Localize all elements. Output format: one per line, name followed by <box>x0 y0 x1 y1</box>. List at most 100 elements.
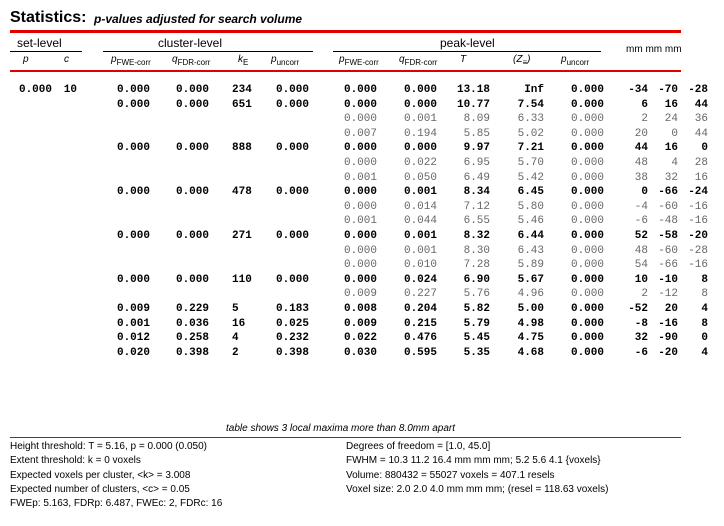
cell-cluster-pfwe: 0.000 <box>116 142 150 155</box>
cell-peak-pfwe: 0.008 <box>343 303 377 315</box>
cell-peak-pfwe: 0.000 <box>343 142 377 155</box>
cell-cluster-pfwe: 0.001 <box>116 317 150 330</box>
cell-cluster-qfdr: 0.000 <box>175 230 209 242</box>
cell-peak-pfwe: 0.000 <box>343 244 377 257</box>
cell-peak-qfdr: 0.001 <box>403 230 437 242</box>
col-cluster-puncorr: puncorr <box>271 54 300 67</box>
footer-right-line: Volume: 880432 = 55027 voxels = 407.1 re… <box>346 469 555 481</box>
cell-cluster-ke: 5 <box>232 303 239 315</box>
footer-rule <box>10 437 681 438</box>
cell-peak-qfdr: 0.001 <box>403 113 437 126</box>
cell-cluster-ke: 234 <box>232 84 252 96</box>
cell-peak-qfdr: 0.215 <box>403 317 437 330</box>
cell-peak-qfdr: 0.050 <box>403 171 437 184</box>
cell-peak-pfwe: 0.022 <box>343 332 377 345</box>
cell-peak-qfdr: 0.194 <box>403 127 437 140</box>
cluster-level-header: cluster-level <box>158 36 223 50</box>
cell-cluster-pfwe: 0.000 <box>116 98 150 111</box>
col-peak-z: (Z≡) <box>513 54 531 67</box>
cell-peak-qfdr: 0.001 <box>403 186 437 199</box>
cell-x: 38 <box>634 171 648 184</box>
cell-peak-qfdr: 0.204 <box>403 303 437 315</box>
col-cluster-pfwe: pFWE-corr <box>111 54 151 67</box>
cell-cluster-puncorr: 0.000 <box>275 273 309 286</box>
cell-cluster-qfdr: 0.258 <box>175 332 209 345</box>
cell-peak-z: 5.89 <box>517 259 544 272</box>
cell-cluster-puncorr: 0.232 <box>275 332 309 345</box>
cell-peak-t: 13.18 <box>456 84 490 96</box>
cell-peak-t: 5.79 <box>463 317 490 330</box>
cell-peak-t: 8.30 <box>463 244 490 257</box>
cell-cluster-qfdr: 0.000 <box>175 186 209 199</box>
cell-z: -28 <box>688 244 708 257</box>
cell-cluster-qfdr: 0.036 <box>175 317 209 330</box>
cell-peak-qfdr: 0.010 <box>403 259 437 272</box>
cell-peak-z: 5.02 <box>517 127 544 140</box>
cell-peak-qfdr: 0.595 <box>403 346 437 359</box>
cell-x: 48 <box>634 244 648 257</box>
cell-peak-pfwe: 0.001 <box>343 215 377 228</box>
cell-y: 0 <box>671 127 678 140</box>
cell-z: -28 <box>688 84 708 96</box>
cell-peak-puncorr: 0.000 <box>570 303 604 315</box>
cell-peak-puncorr: 0.000 <box>570 273 604 286</box>
cell-peak-z: 5.70 <box>517 157 544 169</box>
cell-peak-puncorr: 0.000 <box>570 186 604 199</box>
cell-cluster-puncorr: 0.025 <box>275 317 309 330</box>
cell-peak-t: 5.85 <box>463 127 490 140</box>
cell-cluster-pfwe: 0.020 <box>116 346 150 359</box>
cell-peak-t: 6.90 <box>463 273 490 286</box>
cell-peak-pfwe: 0.009 <box>343 288 377 301</box>
cell-peak-puncorr: 0.000 <box>570 127 604 140</box>
cell-cluster-pfwe: 0.009 <box>116 303 150 315</box>
cell-peak-qfdr: 0.000 <box>403 98 437 111</box>
cell-peak-qfdr: 0.476 <box>403 332 437 345</box>
footer-right-line: FWHM = 10.3 11.2 16.4 mm mm mm; 5.2 5.6 … <box>346 455 601 467</box>
cell-peak-t: 5.76 <box>463 288 490 301</box>
page-title: Statistics: <box>10 9 87 26</box>
cell-y: 32 <box>664 171 678 184</box>
cell-z: 8 <box>701 317 708 330</box>
cell-peak-puncorr: 0.000 <box>570 288 604 301</box>
cell-peak-pfwe: 0.030 <box>343 346 377 359</box>
cell-z: -16 <box>688 200 708 213</box>
cell-peak-pfwe: 0.009 <box>343 317 377 330</box>
cell-y: -58 <box>658 230 678 242</box>
cell-peak-t: 6.55 <box>463 215 490 228</box>
cell-peak-qfdr: 0.044 <box>403 215 437 228</box>
cell-cluster-ke: 478 <box>232 186 252 199</box>
cell-peak-pfwe: 0.001 <box>343 171 377 184</box>
cell-peak-puncorr: 0.000 <box>570 84 604 96</box>
cell-z: 4 <box>701 346 708 359</box>
footer-left-line: Expected voxels per cluster, <k> = 3.008 <box>10 469 191 481</box>
cell-y: -90 <box>658 332 678 345</box>
cell-peak-z: 6.43 <box>517 244 544 257</box>
footer-right-line: Voxel size: 2.0 2.0 4.0 mm mm mm; (resel… <box>346 483 609 495</box>
cell-cluster-qfdr: 0.000 <box>175 98 209 111</box>
cell-y: 16 <box>664 142 678 155</box>
cell-cluster-qfdr: 0.000 <box>175 84 209 96</box>
cell-peak-pfwe: 0.000 <box>343 273 377 286</box>
cell-peak-z: 5.80 <box>517 200 544 213</box>
cell-peak-t: 9.97 <box>463 142 490 155</box>
cell-peak-puncorr: 0.000 <box>570 259 604 272</box>
cell-z: 36 <box>694 113 708 126</box>
cell-x: 48 <box>634 157 648 169</box>
cell-peak-pfwe: 0.000 <box>343 230 377 242</box>
cell-cluster-qfdr: 0.229 <box>175 303 209 315</box>
cell-peak-puncorr: 0.000 <box>570 142 604 155</box>
peak-level-header: peak-level <box>440 36 495 50</box>
cell-peak-pfwe: 0.000 <box>343 157 377 169</box>
cluster-level-rule <box>103 51 313 52</box>
mm-header: mm mm mm <box>626 44 682 55</box>
cell-peak-t: 10.77 <box>456 98 490 111</box>
cell-peak-z: 6.45 <box>517 186 544 199</box>
cell-x: 44 <box>634 142 648 155</box>
peak-level-rule <box>333 51 601 52</box>
cell-z: 28 <box>694 157 708 169</box>
cell-z: -16 <box>688 215 708 228</box>
footer-left-line: Extent threshold: k = 0 voxels <box>10 455 141 467</box>
cell-peak-qfdr: 0.000 <box>403 84 437 96</box>
cell-peak-pfwe: 0.000 <box>343 113 377 126</box>
cell-peak-z: 7.21 <box>517 142 544 155</box>
